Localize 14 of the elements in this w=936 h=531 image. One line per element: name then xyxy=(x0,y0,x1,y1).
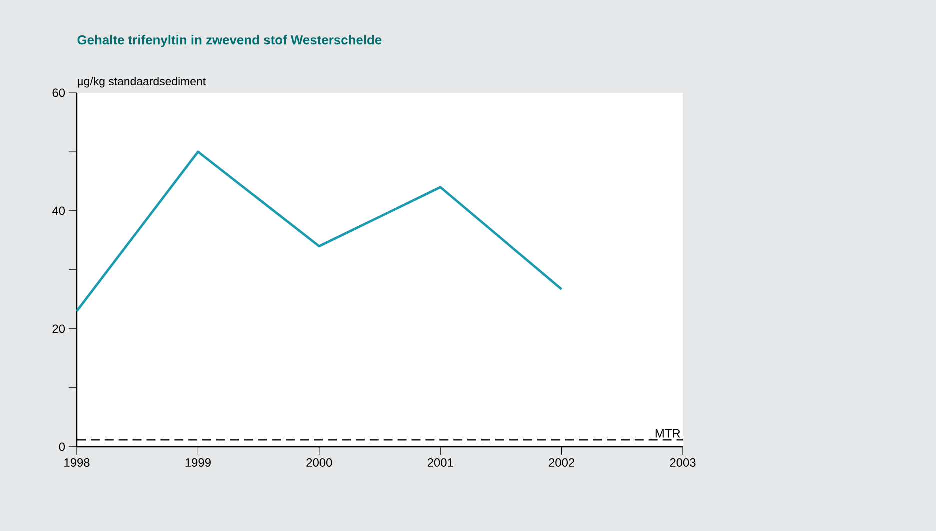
x-tick-label: 2000 xyxy=(306,458,332,467)
x-tick-label: 2001 xyxy=(428,458,454,467)
y-axis-title: µg/kg standaardsediment xyxy=(78,77,206,88)
x-tick-label: 2003 xyxy=(670,458,696,467)
chart-title: Gehalte trifenyltin in zwevend stof Westerschelde xyxy=(78,35,382,48)
x-tick-label: 2002 xyxy=(549,458,574,467)
ref-line-label: MTR xyxy=(656,429,680,438)
x-tick-label: 1999 xyxy=(186,458,211,467)
y-tick-label: 40 xyxy=(52,206,66,216)
x-tick-label: 1998 xyxy=(64,458,90,467)
y-tick-label: 20 xyxy=(52,324,66,334)
y-tick-label: 0 xyxy=(59,442,66,452)
y-tick-label: 60 xyxy=(52,88,66,98)
line-series xyxy=(76,150,564,312)
